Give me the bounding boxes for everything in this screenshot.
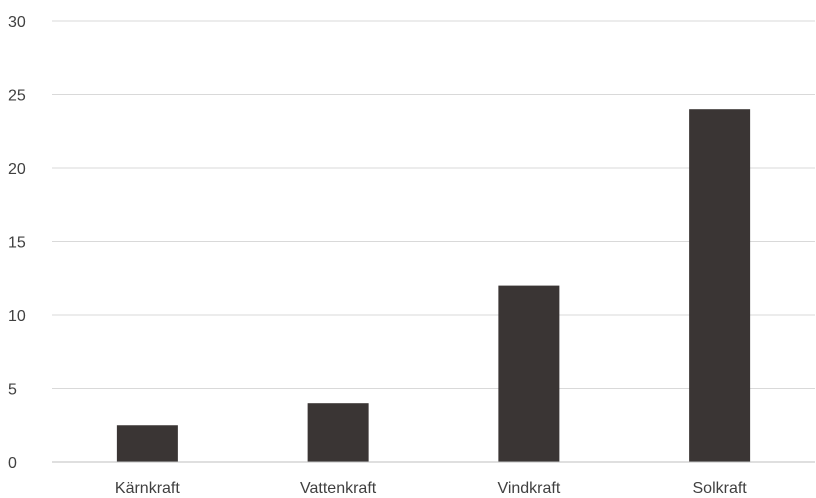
x-category-label: Vattenkraft	[300, 480, 377, 497]
x-category-label: Solkraft	[693, 480, 748, 497]
bars	[116, 109, 751, 462]
bar-kärnkraft	[116, 425, 178, 462]
bar-vindkraft	[498, 285, 560, 462]
y-tick-label: 10	[8, 308, 26, 325]
y-tick-label: 0	[8, 455, 17, 472]
y-tick-label: 25	[8, 88, 26, 105]
y-tick-label: 15	[8, 235, 26, 252]
y-tick-label: 30	[8, 14, 26, 31]
gridlines	[52, 20, 815, 389]
bar-vattenkraft	[307, 403, 369, 462]
y-tick-label: 20	[8, 161, 26, 178]
y-tick-label: 5	[8, 382, 17, 399]
x-axis-category-labels: Kärnkraft Vattenkraft Vindkraft Solkraft	[115, 480, 747, 497]
x-category-label: Kärnkraft	[115, 480, 180, 497]
y-axis-tick-labels: 0 5 10 15 20 25 30	[8, 14, 26, 472]
x-category-label: Vindkraft	[497, 480, 560, 497]
bar-solkraft	[689, 109, 751, 462]
